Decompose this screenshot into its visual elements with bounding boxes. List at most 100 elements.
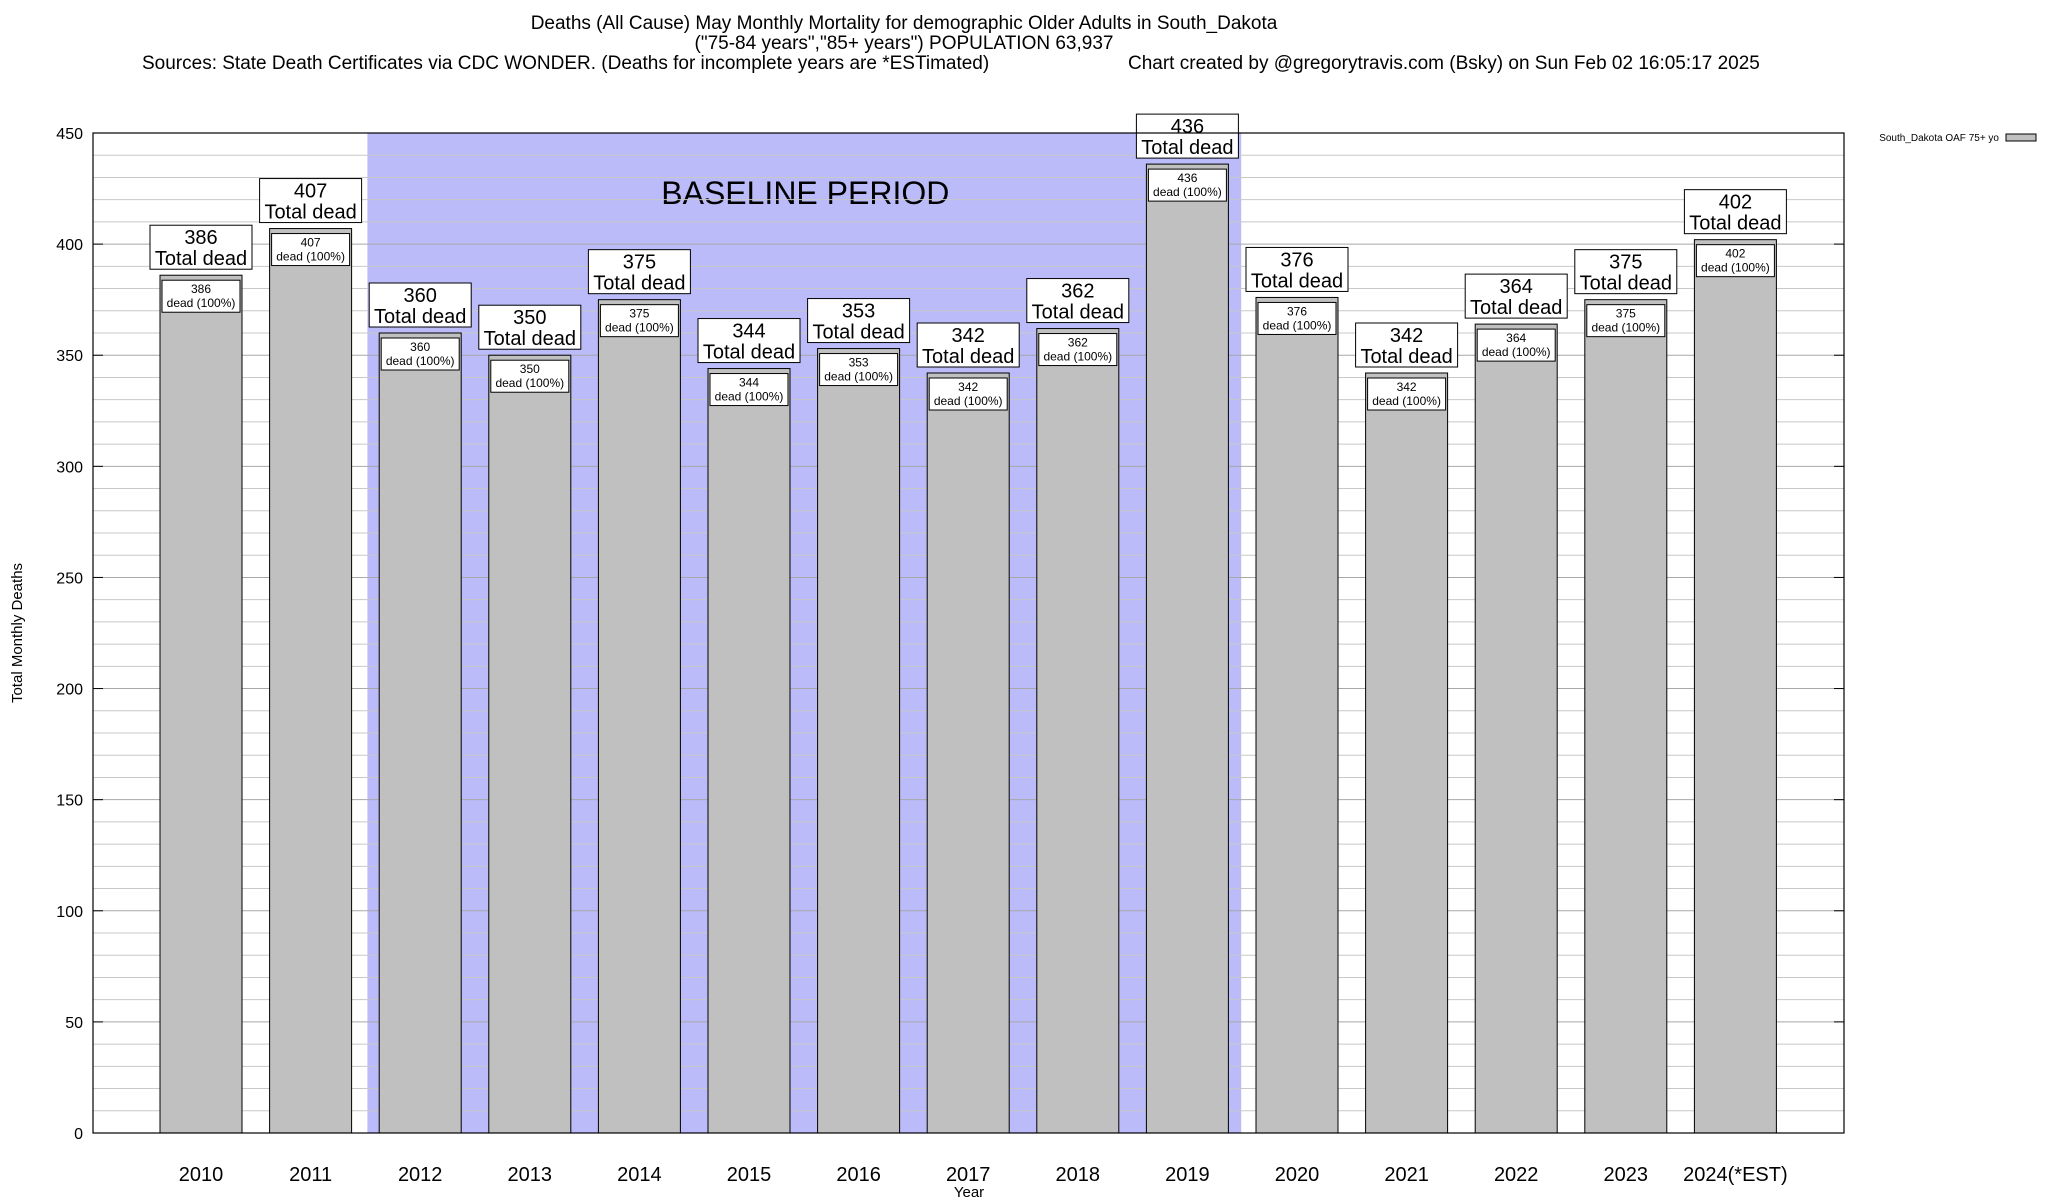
top-label-box: [916, 322, 1020, 368]
top-label-box: [587, 249, 691, 295]
top-label-value: 375: [623, 252, 656, 274]
inner-label-box: [1147, 168, 1227, 202]
top-label-value: 375: [1609, 252, 1642, 274]
inner-label-text: dead (100%): [715, 390, 784, 404]
bar-2015: [707, 368, 791, 1134]
bar-2014: [597, 299, 681, 1134]
inner-label-text: dead (100%): [495, 376, 564, 390]
top-label-box: [1574, 249, 1678, 295]
top-label-text: Total dead: [1251, 270, 1343, 292]
bar-2024(*EST): [1693, 239, 1777, 1134]
inner-label-text: dead (100%): [276, 250, 345, 264]
inner-label-box: [1367, 377, 1447, 411]
top-label-box: [697, 318, 801, 364]
x-tick-label: 2023: [1604, 1164, 1649, 1186]
y-tick-label: 0: [74, 1126, 83, 1143]
inner-label-text: dead (100%): [605, 321, 674, 335]
x-tick-label: 2022: [1494, 1164, 1539, 1186]
top-label-value: 344: [732, 321, 765, 343]
inner-label-text: dead (100%): [934, 394, 1003, 408]
top-label-value: 350: [513, 307, 546, 329]
top-label-value: 342: [1390, 325, 1423, 347]
inner-label-box: [1257, 301, 1337, 335]
inner-label-text: dead (100%): [824, 370, 893, 384]
top-label-value: 402: [1719, 192, 1752, 214]
y-tick-label: 450: [56, 126, 83, 143]
bar-2010: [159, 274, 243, 1134]
bar-2017: [926, 372, 1010, 1134]
inner-label-value: 344: [739, 376, 759, 390]
y-tick-label: 300: [56, 459, 83, 476]
top-label-box: [1683, 189, 1787, 235]
x-tick-label: 2024(*EST): [1683, 1164, 1788, 1186]
bar-2019: [1145, 163, 1229, 1134]
top-label-value: 407: [294, 181, 327, 203]
inner-label-box: [709, 373, 789, 407]
x-tick-label: 2014: [617, 1164, 662, 1186]
top-label-text: Total dead: [593, 273, 685, 295]
inner-label-value: 407: [301, 236, 321, 250]
inner-label-value: 353: [849, 356, 869, 370]
bar-2021: [1365, 372, 1449, 1134]
top-label-text: Total dead: [812, 322, 904, 344]
inner-label-box: [1038, 333, 1118, 367]
x-axis-label: Year: [954, 1184, 984, 1200]
top-label-box: [478, 304, 582, 350]
top-label-text: Total dead: [155, 248, 247, 270]
inner-label-value: 342: [958, 380, 978, 394]
inner-label-value: 342: [1397, 380, 1417, 394]
legend-label: South_Dakota OAF 75+ yo: [1879, 133, 1999, 144]
x-tick-label: 2012: [398, 1164, 443, 1186]
bar-2020: [1255, 296, 1339, 1134]
top-label-box: [1355, 322, 1459, 368]
inner-label-text: dead (100%): [1482, 345, 1551, 359]
y-tick-label: 200: [56, 682, 83, 699]
bar-2012: [378, 332, 462, 1134]
top-label-text: Total dead: [1360, 346, 1452, 368]
x-tick-label: 2018: [1056, 1164, 1101, 1186]
x-tick-label: 2016: [836, 1164, 881, 1186]
inner-label-box: [380, 337, 460, 371]
chart-title: Deaths (All Cause) May Monthly Mortality…: [530, 13, 1278, 34]
top-label-text: Total dead: [484, 328, 576, 350]
inner-label-value: 386: [191, 282, 211, 296]
inner-label-text: dead (100%): [1043, 350, 1112, 364]
inner-label-box: [271, 233, 351, 267]
x-tick-label: 2013: [508, 1164, 553, 1186]
inner-label-value: 375: [629, 307, 649, 321]
top-label-value: 353: [842, 301, 875, 323]
top-label-text: Total dead: [1032, 302, 1124, 324]
inner-label-text: dead (100%): [1701, 261, 1770, 275]
top-label-value: 376: [1280, 249, 1313, 271]
top-label-box: [368, 282, 472, 328]
inner-label-box: [928, 377, 1008, 411]
inner-label-box: [161, 279, 241, 313]
x-tick-label: 2021: [1384, 1164, 1429, 1186]
inner-label-box: [819, 353, 899, 387]
inner-label-text: dead (100%): [1591, 321, 1660, 335]
plot-frame: [92, 132, 1845, 1134]
x-tick-label: 2010: [179, 1164, 224, 1186]
y-tick-label: 150: [56, 793, 83, 810]
x-tick-label: 2011: [289, 1164, 332, 1186]
top-label-text: Total dead: [374, 306, 466, 328]
bar-2011: [269, 228, 353, 1134]
inner-label-value: 436: [1177, 171, 1197, 185]
top-label-value: 362: [1061, 281, 1094, 303]
top-label-text: Total dead: [1141, 137, 1233, 159]
x-tick-label: 2017: [946, 1164, 991, 1186]
bar-2016: [817, 348, 901, 1134]
top-label-box: [259, 178, 363, 224]
inner-label-box: [1586, 304, 1666, 338]
inner-label-value: 360: [410, 340, 430, 354]
top-label-value: 360: [404, 285, 437, 307]
bar-2023: [1584, 299, 1668, 1134]
x-tick-label: 2020: [1275, 1164, 1320, 1186]
top-label-value: 342: [952, 325, 985, 347]
chart-sources: Sources: State Death Certificates via CD…: [142, 53, 990, 74]
inner-label-value: 364: [1506, 331, 1526, 345]
inner-label-text: dead (100%): [1372, 394, 1441, 408]
inner-label-box: [599, 304, 679, 338]
inner-label-value: 402: [1725, 247, 1745, 261]
inner-label-text: dead (100%): [167, 296, 236, 310]
